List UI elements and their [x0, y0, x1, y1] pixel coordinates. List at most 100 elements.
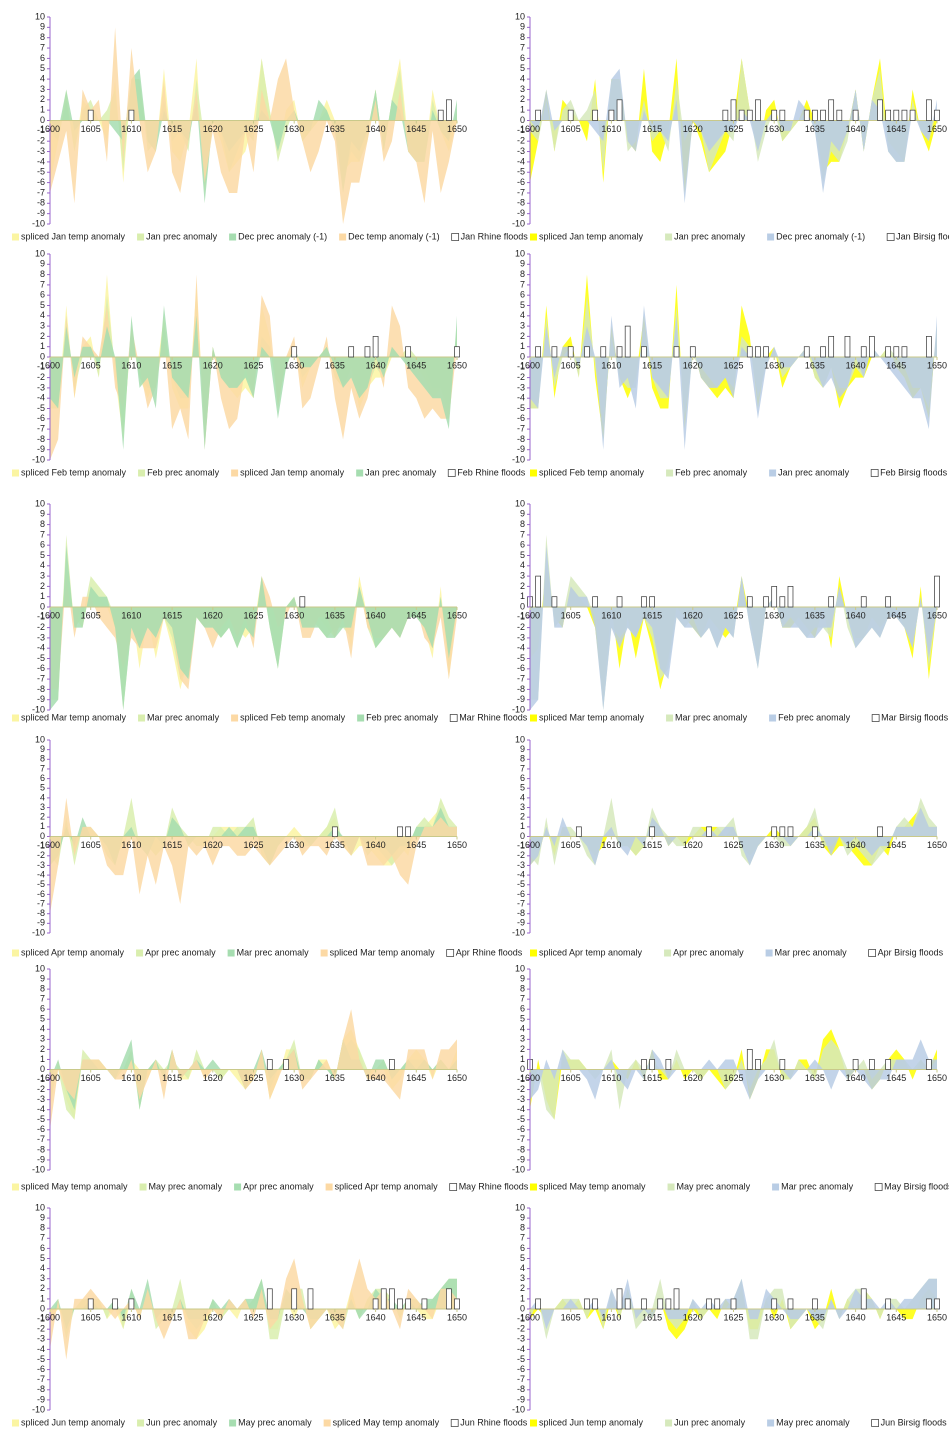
legend-swatch — [320, 949, 328, 957]
x-tick-label: 1635 — [325, 1073, 345, 1083]
y-tick-label: 0 — [520, 351, 525, 361]
x-tick-label: 1635 — [325, 1312, 345, 1322]
x-tick-label: 1625 — [243, 360, 263, 370]
y-tick-label: 3 — [40, 802, 45, 812]
y-tick-label: -7 — [37, 898, 45, 908]
flood-bar — [836, 109, 843, 121]
y-tick-label: 10 — [515, 498, 525, 508]
y-tick-label: -5 — [37, 403, 45, 413]
flood-bar — [372, 1298, 379, 1310]
flood-bar — [763, 346, 769, 358]
y-tick-label: 0 — [520, 1303, 525, 1313]
x-tick-label: 1600 — [40, 1312, 60, 1322]
x-tick-label: 1605 — [561, 124, 581, 134]
y-tick-label: 9 — [520, 259, 525, 269]
x-tick-label: 1600 — [520, 610, 540, 620]
y-tick-label: -9 — [517, 1394, 525, 1404]
x-tick-label: 1635 — [805, 840, 825, 850]
legend-swatch — [767, 233, 775, 241]
y-tick-label: 3 — [520, 320, 525, 330]
y-tick-label: 3 — [40, 570, 45, 580]
y-tick-label: -3 — [37, 1094, 45, 1104]
y-tick-label: -1 — [517, 1074, 525, 1084]
y-tick-label: -1 — [37, 841, 45, 851]
x-tick-label: 1600 — [40, 360, 60, 370]
y-tick-label: 10 — [515, 11, 525, 21]
flood-bar — [820, 109, 826, 121]
flood-bar — [730, 99, 737, 121]
y-tick-label: 7 — [40, 42, 45, 52]
flood-bar — [567, 109, 574, 121]
flood-bar — [852, 1059, 859, 1070]
flood-bar — [746, 109, 753, 121]
x-tick-label: 1605 — [81, 124, 101, 134]
y-tick-label: 6 — [40, 1243, 45, 1253]
y-tick-label: -9 — [37, 444, 45, 454]
flood-bar — [649, 826, 655, 837]
y-tick-label: 3 — [40, 1034, 45, 1044]
y-tick-label: 1 — [40, 105, 45, 115]
y-tick-label: 8 — [40, 983, 45, 993]
y-tick-label: -8 — [517, 434, 525, 444]
legend-label: spliced Apr temp anomaly — [335, 1181, 439, 1191]
y-tick-label: 8 — [520, 519, 525, 529]
legend-swatch — [323, 1419, 331, 1427]
y-tick-label: 9 — [40, 1212, 45, 1222]
x-tick-label: 1630 — [764, 1073, 784, 1083]
flood-bar — [755, 1059, 761, 1070]
y-tick-label: -7 — [37, 673, 45, 683]
legend-swatch — [229, 1419, 237, 1427]
y-tick-label: -10 — [512, 454, 525, 464]
x-tick-label: 1610 — [601, 840, 621, 850]
flood-bar — [624, 1298, 631, 1310]
legend-label: Jun prec anomaly — [146, 1417, 218, 1427]
legend-label: Feb prec anomaly — [366, 712, 439, 722]
flood-bar — [706, 1298, 712, 1310]
flood-bar — [437, 109, 444, 121]
y-tick-label: -10 — [32, 1164, 45, 1174]
y-tick-label: -5 — [517, 1114, 525, 1124]
y-tick-label: -4 — [517, 1344, 525, 1354]
legend-swatch — [137, 1419, 145, 1427]
y-tick-label: 9 — [520, 973, 525, 983]
x-tick-label: 1645 — [886, 1073, 906, 1083]
flood-bar — [860, 346, 867, 358]
legend-label: spliced Apr temp anomaly — [539, 947, 643, 957]
flood-bar — [934, 1298, 940, 1310]
flood-bar — [446, 99, 452, 121]
x-tick-label: 1605 — [81, 1073, 101, 1083]
legend-swatch — [12, 1419, 19, 1427]
y-tick-label: -8 — [37, 908, 45, 918]
legend-swatch — [12, 469, 19, 477]
y-tick-label: -7 — [37, 187, 45, 197]
y-tick-label: -1 — [517, 612, 525, 622]
y-tick-label: 5 — [40, 1253, 45, 1263]
flood-bar — [535, 575, 541, 608]
area-series — [530, 545, 937, 710]
y-tick-label: 4 — [40, 1263, 45, 1273]
x-tick-label: 1640 — [846, 1312, 866, 1322]
area-series — [50, 545, 457, 710]
x-tick-label: 1615 — [642, 1073, 662, 1083]
legend-label: May prec anomaly — [149, 1181, 223, 1191]
x-tick-label: 1620 — [203, 610, 223, 620]
flood-bar — [291, 346, 298, 358]
y-tick-label: -7 — [37, 1134, 45, 1144]
flood-bar — [641, 596, 647, 608]
legend-label: Feb prec anomaly — [778, 712, 851, 722]
flood-bar — [787, 586, 794, 608]
x-tick-label: 1605 — [561, 610, 581, 620]
area-series — [530, 58, 937, 193]
flood-bar — [885, 109, 892, 121]
legend-label: Mar prec anomaly — [675, 712, 748, 722]
y-tick-label: -3 — [517, 860, 525, 870]
y-tick-label: -9 — [517, 1154, 525, 1164]
x-tick-label: 1615 — [162, 1073, 182, 1083]
flood-bar — [771, 1298, 778, 1310]
x-tick-label: 1645 — [886, 840, 906, 850]
y-tick-label: -6 — [37, 889, 45, 899]
x-tick-label: 1635 — [805, 1073, 825, 1083]
x-tick-label: 1600 — [520, 1073, 540, 1083]
x-tick-label: 1645 — [406, 840, 426, 850]
y-tick-label: -9 — [517, 918, 525, 928]
